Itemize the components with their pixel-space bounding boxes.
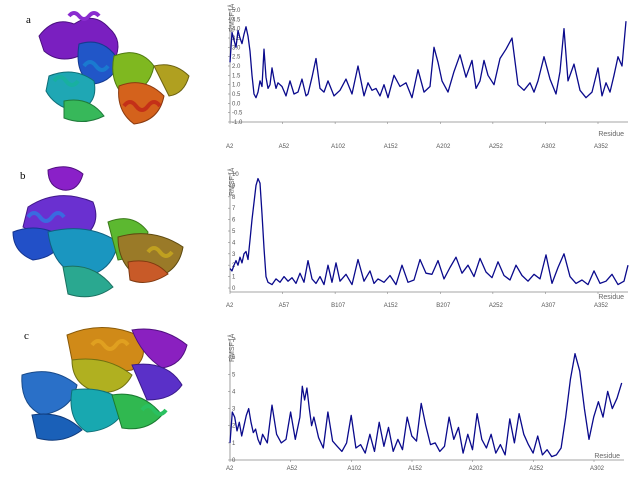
y-tick-label: 8 <box>232 195 236 201</box>
x-tick-label: A252 <box>489 303 504 308</box>
x-tick-label: A102 <box>347 466 362 472</box>
y-tick-label: 1 <box>232 441 236 447</box>
rmsf-series-line <box>229 353 623 458</box>
y-tick-label: 1 <box>232 275 236 281</box>
y-tick-label: 6 <box>232 218 236 224</box>
panel-a-label: a <box>26 14 31 26</box>
panel-c-label: c <box>24 330 29 342</box>
y-tick-label: 0 <box>232 286 236 292</box>
x-tick-label: A2 <box>226 303 234 308</box>
y-tick-label: 1.0 <box>232 83 241 89</box>
y-tick-label: -0.5 <box>232 111 243 117</box>
x-tick-label: A252 <box>529 466 544 472</box>
y-tick-label: 1.5 <box>232 73 241 79</box>
y-tick-label: 4 <box>232 240 236 246</box>
y-tick-label: 7 <box>232 206 236 212</box>
y-tick-label: 0.0 <box>232 101 241 107</box>
x-tick-label: A52 <box>287 466 298 472</box>
rmsf-plot-c: 7 6 5 4 3 2 1 0 A2 A52 A102 A152 A202 A252 A302 RMSF [Å… <box>226 334 624 472</box>
y-tick-label: 3 <box>232 252 236 258</box>
x-tick-label: B107 <box>331 303 346 308</box>
rmsf-plot-a: 5.04.54.03.53.02.52.01.51.00.50.0-0.5-1.… <box>226 4 628 150</box>
x-tick-label: A352 <box>594 144 609 150</box>
y-tick-label: 2.5 <box>232 55 241 61</box>
x-tick-label: A2 <box>226 466 234 472</box>
y-tick-label: 0.5 <box>232 92 241 98</box>
x-tick-label: A2 <box>226 144 234 150</box>
x-tick-label: A102 <box>331 144 346 150</box>
y-tick-label: 9 <box>232 183 236 189</box>
y-tick-label: 10 <box>232 172 239 178</box>
panel-b-label: b <box>20 170 26 182</box>
protein-structure-c <box>21 327 188 441</box>
y-tick-label: 4 <box>232 389 236 395</box>
y-tick-label: 5 <box>232 229 236 235</box>
x-tick-label: A202 <box>436 144 451 150</box>
y-tick-label: 5 <box>232 372 236 378</box>
x-tick-label: A302 <box>590 466 605 472</box>
x-tick-label: A152 <box>384 144 399 150</box>
x-tick-label: A252 <box>489 144 504 150</box>
y-tick-label: 2 <box>232 424 236 430</box>
x-axis-title: Residue <box>594 453 620 460</box>
y-tick-label: 6 <box>232 355 236 361</box>
y-axis-title: RMSF [Å] <box>227 168 236 196</box>
y-tick-label: 0 <box>232 458 236 464</box>
y-tick-label: 7 <box>232 338 236 344</box>
y-tick-label: 5.0 <box>232 8 241 14</box>
protein-structure-b <box>12 166 184 298</box>
x-tick-label: A152 <box>384 303 399 308</box>
x-tick-label: B207 <box>436 303 451 308</box>
x-tick-label: A52 <box>279 144 290 150</box>
rmsf-series-line <box>229 177 629 286</box>
x-axis-title: Residue <box>598 294 624 301</box>
y-tick-label: 4.0 <box>232 27 241 33</box>
x-tick-label: A57 <box>279 303 290 308</box>
x-tick-label: A307 <box>541 303 556 308</box>
y-tick-label: 3 <box>232 407 236 413</box>
x-tick-label: A152 <box>408 466 423 472</box>
y-axis-title: RMSF [Å] <box>227 4 236 32</box>
x-tick-label: A302 <box>541 144 556 150</box>
protein-structure-a <box>38 11 190 125</box>
y-tick-label: 3.0 <box>232 45 241 51</box>
y-tick-label: -1.0 <box>232 120 243 126</box>
y-tick-label: 2.0 <box>232 64 241 70</box>
x-tick-label: A352 <box>594 303 609 308</box>
x-tick-label: A202 <box>469 466 484 472</box>
x-axis-title: Residue <box>598 131 624 138</box>
y-axis-title: RMSF [Å] <box>227 334 236 362</box>
y-tick-label: 4.5 <box>232 17 241 23</box>
rmsf-series-line <box>229 21 627 99</box>
